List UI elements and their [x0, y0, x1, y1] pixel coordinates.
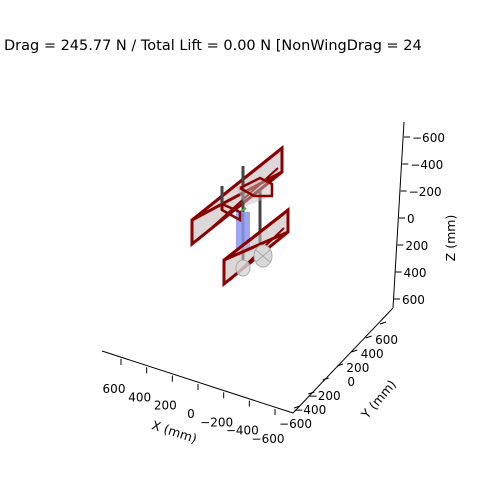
y-tick-label: 600 [375, 333, 398, 347]
x-tick-label: −600 [252, 432, 285, 446]
chart-title: Drag = 245.77 N / Total Lift = 0.00 N [N… [4, 38, 422, 54]
upper-wing-spar [197, 151, 279, 217]
x-tick-label: 0 [187, 407, 195, 421]
z-tick-label: 600 [402, 293, 425, 307]
z-tick-label: 200 [405, 239, 428, 253]
y-axis-label: Y (mm) [357, 377, 399, 422]
z-tick-label: 400 [404, 266, 427, 280]
y-axis-line [292, 307, 394, 414]
tail-frame [239, 176, 274, 198]
wheel [235, 259, 251, 277]
fuselage-body [236, 212, 250, 250]
y-tick-label: −600 [279, 417, 312, 431]
tail-panel [236, 176, 272, 206]
x-tick-label: −200 [200, 415, 233, 429]
y-tick-mark [308, 391, 315, 395]
x-axis-label: X (mm) [150, 417, 199, 446]
y-tick-mark [365, 335, 372, 339]
aircraft-model [190, 144, 290, 288]
z-tick-group: −600 −400 −200 0 200 400 600 [394, 131, 445, 307]
lower-wing-spar [229, 213, 285, 257]
y-tick-mark [293, 405, 301, 409]
z-tick-label: 0 [407, 212, 415, 226]
y-tick-mark [379, 321, 387, 325]
x-axis-line [101, 350, 294, 414]
wheel-spoke [255, 249, 271, 263]
x-tick-label: 600 [103, 382, 126, 396]
y-tick-label: −400 [293, 403, 326, 417]
y-tick-label: 400 [361, 347, 384, 361]
z-tick-label: −200 [409, 185, 442, 199]
x-tick-label: 400 [128, 390, 151, 404]
y-tick-label: −200 [308, 389, 341, 403]
y-tick-mark [351, 349, 358, 353]
z-axis-line [392, 121, 405, 309]
y-tick-label: 0 [347, 375, 355, 389]
z-tick-label: −600 [412, 131, 445, 145]
y-tick-label: 200 [346, 361, 369, 375]
z-axis-label: Z (mm) [443, 215, 458, 262]
y-tick-mark [336, 363, 344, 367]
y-tick-mark [322, 377, 329, 381]
x-tick-label: 200 [154, 399, 177, 413]
x-tick-label: −400 [226, 424, 259, 438]
z-tick-label: −400 [410, 158, 443, 172]
z-axis: −600 −400 −200 0 200 400 600 Z (mm) [392, 121, 458, 309]
tail-frame [220, 202, 242, 223]
